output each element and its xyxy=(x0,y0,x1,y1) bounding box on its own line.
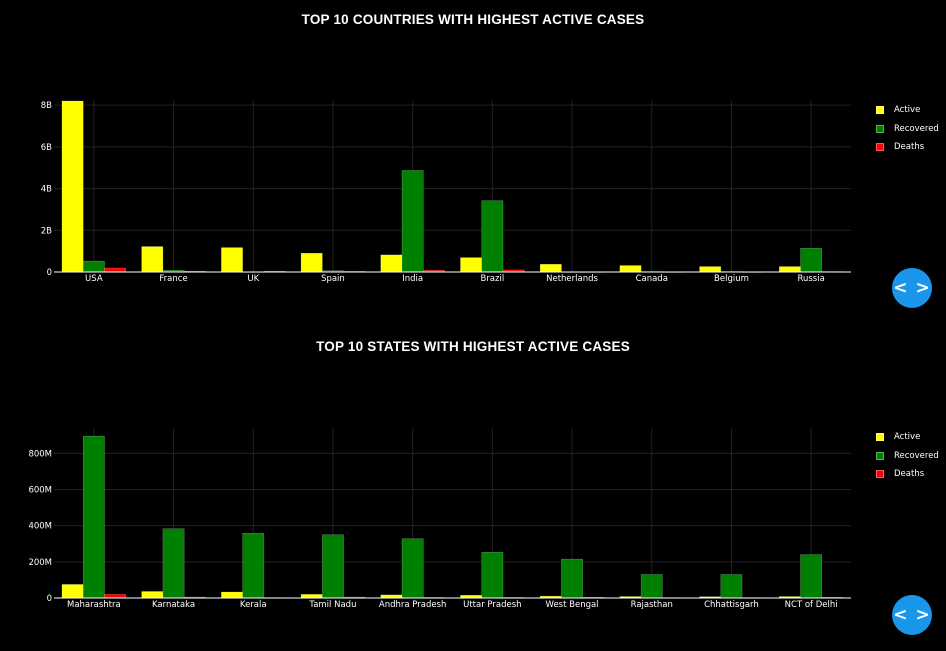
legend-label: Recovered xyxy=(894,123,939,134)
x-tick-label: France xyxy=(159,274,187,284)
x-tick-label: Brazil xyxy=(480,274,504,284)
bar-deaths[interactable] xyxy=(104,594,126,599)
bar-recovered[interactable] xyxy=(561,558,583,599)
bar-recovered[interactable] xyxy=(242,533,265,599)
bar-recovered[interactable] xyxy=(720,574,743,599)
bar-recovered[interactable] xyxy=(640,574,663,599)
bar-active[interactable] xyxy=(300,594,323,599)
code-nav-button-countries[interactable]: < > xyxy=(892,268,932,308)
legend-item-recovered[interactable]: Recovered xyxy=(874,447,939,466)
legend-item-deaths[interactable]: Deaths xyxy=(874,465,939,484)
y-tick-label: 600M xyxy=(28,485,52,495)
legend-label: Recovered xyxy=(894,450,939,461)
bar-recovered[interactable] xyxy=(82,435,105,599)
legend-countries: Active Recovered Deaths xyxy=(874,101,939,157)
legend-item-deaths[interactable]: Deaths xyxy=(874,138,939,157)
x-tick-label: Rajasthan xyxy=(631,600,673,610)
x-tick-label: Netherlands xyxy=(546,274,598,284)
bar-recovered[interactable] xyxy=(800,554,823,599)
x-tick-label: Tamil Nadu xyxy=(308,600,356,610)
bar-recovered[interactable] xyxy=(162,528,185,599)
x-tick-label: Karnataka xyxy=(152,600,195,610)
bar-active[interactable] xyxy=(221,591,243,599)
legend-swatch xyxy=(876,433,884,442)
legend-label: Active xyxy=(894,105,921,116)
x-tick-label: NCT of Delhi xyxy=(785,600,838,610)
legend-label: Active xyxy=(894,432,921,443)
y-tick-label: 2B xyxy=(41,226,52,236)
x-tick-label: Belgium xyxy=(714,274,749,284)
y-tick-label: 0 xyxy=(47,268,52,278)
bar-recovered[interactable] xyxy=(322,534,344,599)
legend-label: Deaths xyxy=(894,469,925,480)
x-tick-label: Andhra Pradesh xyxy=(379,600,447,610)
y-tick-label: 6B xyxy=(41,143,52,153)
code-brackets-icon: < > xyxy=(893,605,931,625)
bar-recovered[interactable] xyxy=(481,551,504,599)
code-brackets-icon: < > xyxy=(893,278,931,298)
x-tick-label: Russia xyxy=(797,274,824,284)
chart-title-countries: TOP 10 COUNTRIES WITH HIGHEST ACTIVE CAS… xyxy=(301,12,645,27)
bar-active[interactable] xyxy=(61,584,84,599)
y-tick-label: 400M xyxy=(28,522,52,532)
legend-item-recovered[interactable]: Recovered xyxy=(874,120,939,139)
x-tick-label: West Bengal xyxy=(546,600,599,610)
legend-item-active[interactable]: Active xyxy=(874,428,939,447)
legend-label: Deaths xyxy=(894,142,925,153)
y-tick-label: 0 xyxy=(47,594,52,604)
x-tick-label: Canada xyxy=(636,274,668,284)
legend-swatch xyxy=(876,124,884,133)
legend-states: Active Recovered Deaths xyxy=(874,428,939,484)
legend-swatch xyxy=(876,470,884,479)
bar-active[interactable] xyxy=(141,591,164,599)
code-nav-button-states[interactable]: < > xyxy=(892,595,932,635)
y-tick-label: 8B xyxy=(41,101,52,111)
y-tick-label: 800M xyxy=(28,449,52,459)
legend-swatch xyxy=(876,451,884,460)
chart-title-states: TOP 10 STATES WITH HIGHEST ACTIVE CASES xyxy=(316,339,630,354)
y-tick-label: 4B xyxy=(41,185,52,195)
x-tick-label: India xyxy=(402,274,423,284)
x-tick-label: Spain xyxy=(321,274,345,284)
x-tick-label: Kerala xyxy=(240,600,267,610)
x-tick-label: Uttar Pradesh xyxy=(463,600,521,610)
legend-item-active[interactable]: Active xyxy=(874,101,939,120)
legend-swatch xyxy=(876,143,884,152)
legend-swatch xyxy=(876,106,884,115)
bar-chart-countries: 0 2B 4B 6B 8B USA France UK Spain India Brazil Neth… xyxy=(41,100,851,284)
x-tick-label: Maharashtra xyxy=(67,600,121,610)
x-tick-label: Chhattisgarh xyxy=(704,600,759,610)
x-tick-label: UK xyxy=(247,274,259,284)
bar-recovered[interactable] xyxy=(401,538,424,599)
y-tick-label: 200M xyxy=(28,558,52,568)
x-tick-label: USA xyxy=(85,274,103,284)
